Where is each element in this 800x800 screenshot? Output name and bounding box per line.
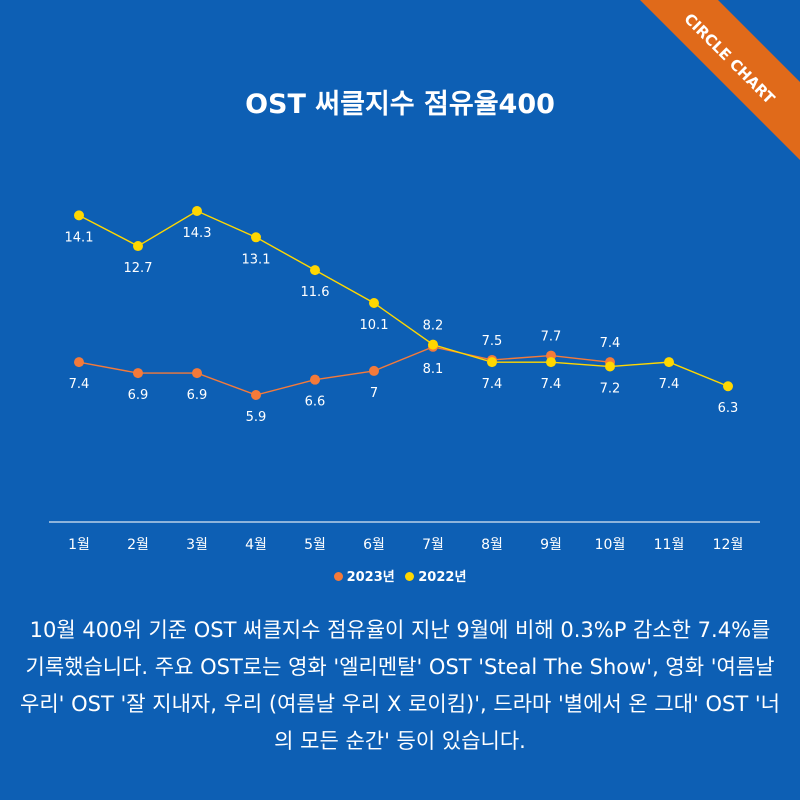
data-label-2023년: 8.1 — [423, 362, 444, 377]
data-label-2023년: 5.9 — [246, 410, 267, 425]
data-point-2022년 — [251, 232, 261, 243]
series-line-2022년 — [78, 210, 729, 387]
data-point-2023년 — [369, 365, 379, 376]
legend-item-2023: 2023년 — [333, 566, 395, 585]
legend-item-2022: 2022년 — [405, 566, 466, 585]
x-tick-label: 2월 — [127, 537, 149, 553]
data-point-2022년 — [133, 241, 143, 252]
chart-title: OST 써클지수 점유율400 — [245, 89, 555, 120]
x-tick-label: 4월 — [245, 537, 267, 553]
data-label-2022년: 11.6 — [301, 285, 330, 300]
data-point-2022년 — [487, 357, 497, 368]
x-tick-label: 1월 — [68, 537, 90, 553]
legend-dot-2022 — [405, 572, 415, 581]
data-label-2022년: 7.2 — [600, 382, 621, 397]
data-label-2022년: 7.4 — [482, 377, 503, 392]
data-label-2022년: 14.1 — [65, 230, 94, 245]
data-point-2022년 — [664, 357, 674, 368]
data-labels: 7.4 6.9 6.9 5.9 6.6 7 8.1 7.5 7.7 7.4 14.1 12.7 14.3… — [65, 226, 739, 425]
data-label-2022년: 7.4 — [659, 377, 680, 392]
x-tick-label: 10월 — [595, 537, 626, 553]
legend-label-2023: 2023년 — [346, 570, 395, 585]
data-label-2022년: 10.1 — [360, 318, 389, 333]
data-point-2022년 — [310, 265, 320, 276]
x-tick-label: 3월 — [186, 537, 208, 553]
data-label-2022년: 12.7 — [124, 261, 153, 276]
x-tick-label: 12월 — [713, 537, 744, 553]
data-label-2023년: 7 — [370, 386, 378, 401]
data-points — [74, 206, 733, 400]
data-label-2023년: 7.4 — [69, 377, 90, 392]
data-point-2022년 — [723, 381, 733, 392]
data-label-2023년: 6.6 — [305, 395, 326, 410]
x-tick-label: 11월 — [654, 537, 685, 553]
x-tick-label: 7월 — [422, 537, 444, 553]
x-tick-label: 5월 — [304, 537, 326, 553]
data-point-2022년 — [605, 361, 615, 372]
x-axis: 1월 2월 3월 4월 5월 6월 7월 8월 9월 10월 11월 12월 — [49, 521, 760, 553]
data-point-2023년 — [133, 368, 143, 379]
data-point-2023년 — [310, 374, 320, 385]
data-point-2023년 — [251, 390, 261, 400]
data-point-2022년 — [546, 357, 556, 368]
data-label-2023년: 7.7 — [541, 330, 562, 345]
series-lines — [78, 210, 729, 396]
caption-text: 10월 400위 기준 OST 써클지수 점유율이 지난 9월에 비해 0.3%… — [20, 618, 780, 753]
legend-label-2022: 2022년 — [418, 570, 467, 585]
x-tick-label: 6월 — [363, 537, 385, 553]
data-label-2022년: 13.1 — [242, 252, 271, 267]
data-label-2023년: 6.9 — [128, 388, 149, 403]
data-point-2022년 — [74, 210, 84, 221]
legend: 2023년 2022년 — [0, 566, 800, 585]
x-tick-label: 8월 — [481, 537, 503, 553]
data-label-2022년: 6.3 — [718, 401, 739, 416]
data-label-2023년: 7.5 — [482, 334, 503, 349]
data-point-2022년 — [369, 298, 379, 308]
data-point-2023년 — [74, 357, 84, 368]
data-label-2022년: 7.4 — [541, 377, 562, 392]
data-point-2022년 — [428, 339, 438, 350]
legend-dot-2023 — [333, 572, 343, 581]
data-point-2023년 — [192, 368, 202, 379]
data-label-2022년: 8.2 — [423, 319, 444, 334]
series-line-2023년 — [78, 346, 611, 396]
data-point-2022년 — [192, 206, 202, 216]
data-label-2022년: 14.3 — [183, 226, 212, 241]
data-label-2023년: 7.4 — [600, 336, 621, 351]
data-label-2023년: 6.9 — [187, 388, 208, 403]
x-tick-label: 9월 — [540, 537, 562, 553]
